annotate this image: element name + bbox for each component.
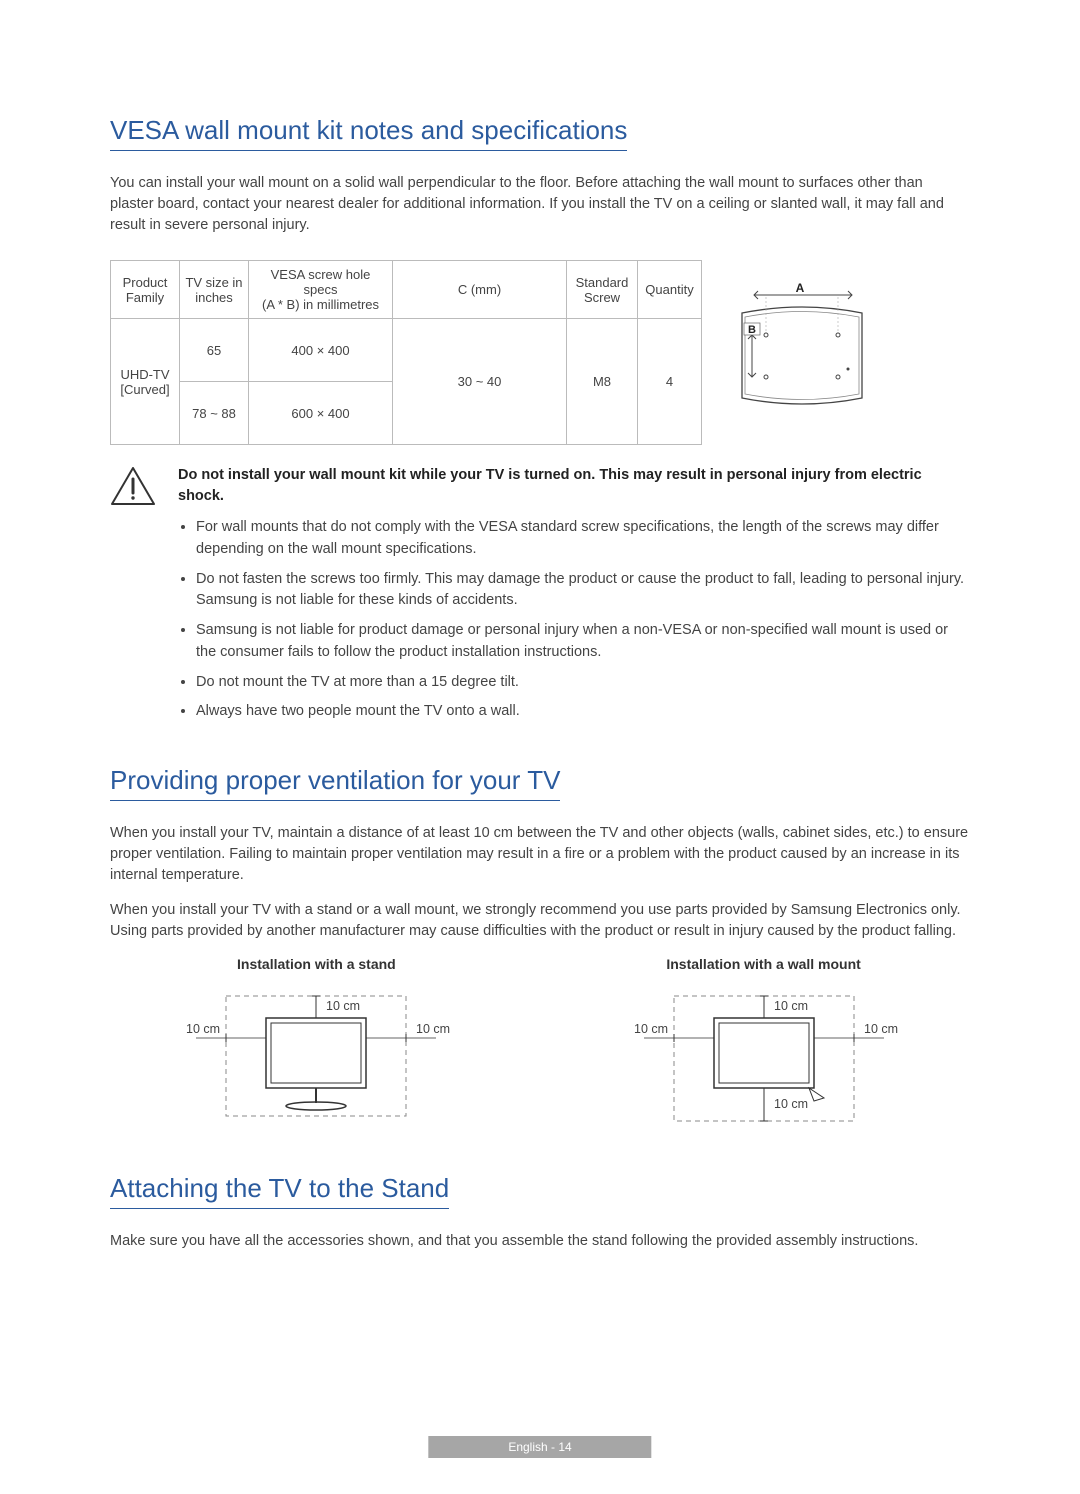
- section2-p2: When you install your TV with a stand or…: [110, 900, 970, 942]
- install-stand-title: Installation with a stand: [110, 956, 523, 972]
- th-c: C (mm): [393, 261, 567, 319]
- td-size-1: 78 ~ 88: [180, 382, 249, 445]
- section1-intro: You can install your wall mount on a sol…: [110, 173, 970, 236]
- dist-right-w: 10 cm: [864, 1022, 898, 1036]
- td-family: UHD-TV[Curved]: [111, 319, 180, 445]
- dist-left: 10 cm: [186, 1022, 220, 1036]
- bullet-3: Do not mount the TV at more than a 15 de…: [196, 672, 970, 694]
- page-footer: English - 14: [428, 1436, 651, 1458]
- vesa-table: ProductFamily TV size ininches VESA scre…: [110, 260, 702, 445]
- td-c: 30 ~ 40: [393, 319, 567, 445]
- th-qty: Quantity: [638, 261, 702, 319]
- td-spec-0: 400 × 400: [249, 319, 393, 382]
- dist-left-w: 10 cm: [634, 1022, 668, 1036]
- warning-icon: [110, 465, 156, 507]
- section1-title: VESA wall mount kit notes and specificat…: [110, 115, 627, 151]
- warning-text: Do not install your wall mount kit while…: [178, 465, 970, 507]
- install-wall-diagram: 10 cm 10 cm 10 cm 10 cm: [614, 978, 914, 1138]
- td-screw: M8: [567, 319, 638, 445]
- section2-title: Providing proper ventilation for your TV: [110, 765, 560, 801]
- dist-top-w: 10 cm: [774, 999, 808, 1013]
- vesa-table-wrap: ProductFamily TV size ininches VESA scre…: [110, 250, 970, 445]
- bullet-2: Samsung is not liable for product damage…: [196, 620, 970, 664]
- warning-block: Do not install your wall mount kit while…: [110, 465, 970, 731]
- th-size: TV size ininches: [180, 261, 249, 319]
- dist-top: 10 cm: [326, 999, 360, 1013]
- th-family: ProductFamily: [111, 261, 180, 319]
- section2-p1: When you install your TV, maintain a dis…: [110, 823, 970, 886]
- bullet-0: For wall mounts that do not comply with …: [196, 517, 970, 561]
- td-qty: 4: [638, 319, 702, 445]
- install-wall-title: Installation with a wall mount: [557, 956, 970, 972]
- th-screw: StandardScrew: [567, 261, 638, 319]
- bullet-1: Do not fasten the screws too firmly. Thi…: [196, 569, 970, 613]
- td-spec-1: 600 × 400: [249, 382, 393, 445]
- th-spec: VESA screw hole specs(A * B) in millimet…: [249, 261, 393, 319]
- bullet-4: Always have two people mount the TV onto…: [196, 701, 970, 723]
- dist-right: 10 cm: [416, 1022, 450, 1036]
- td-size-0: 65: [180, 319, 249, 382]
- section3-p: Make sure you have all the accessories s…: [110, 1231, 970, 1252]
- dist-bottom-w: 10 cm: [774, 1097, 808, 1111]
- label-B: B: [748, 324, 756, 336]
- install-diagrams: Installation with a stand 10 cm 10 cm: [110, 956, 970, 1143]
- warning-bullets: For wall mounts that do not comply with …: [178, 517, 970, 723]
- vesa-panel-diagram: A B: [722, 283, 872, 413]
- install-stand-diagram: 10 cm 10 cm 10 cm: [166, 978, 466, 1138]
- label-A: A: [796, 283, 805, 295]
- section3-title: Attaching the TV to the Stand: [110, 1173, 449, 1209]
